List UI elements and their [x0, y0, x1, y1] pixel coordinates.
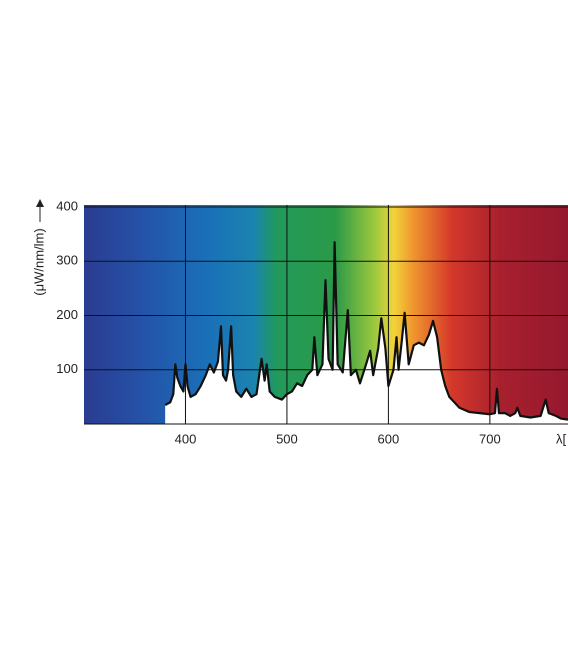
y-tick-label: 200	[56, 307, 78, 322]
x-tick-label: 700	[479, 431, 501, 446]
x-axis-label: λ[	[556, 431, 567, 446]
x-tick-label: 600	[378, 431, 400, 446]
y-tick-label: 100	[56, 361, 78, 376]
spectrum-line	[164, 241, 568, 421]
y-tick-label: 300	[56, 253, 78, 268]
axis-arrow-head	[36, 199, 44, 207]
x-tick-label: 400	[175, 431, 197, 446]
y-axis-label: (μW/nm/lm)	[31, 228, 46, 295]
y-tick-label: 400	[56, 198, 78, 213]
x-tick-label: 500	[276, 431, 298, 446]
